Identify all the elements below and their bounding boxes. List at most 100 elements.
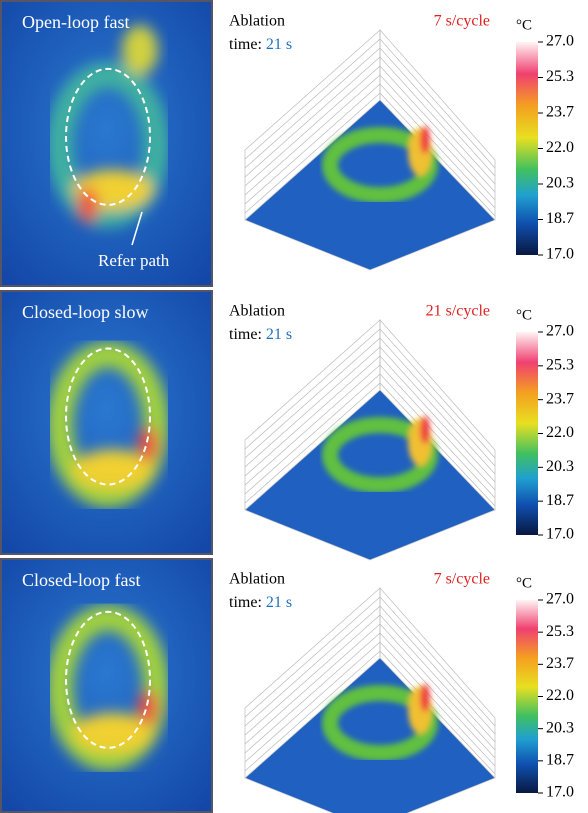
wall-grid xyxy=(379,346,496,475)
panel-label: Closed-loop fast xyxy=(22,570,141,590)
heat xyxy=(122,25,158,75)
thermal-frame xyxy=(0,290,213,555)
wall-grid xyxy=(379,83,496,209)
rate: 7 s/cycle xyxy=(434,13,490,30)
wall-grid xyxy=(244,641,381,763)
colorbar-tick-label: 25.3 xyxy=(546,357,574,374)
colorbar-tick-label: 17.0 xyxy=(546,246,574,263)
colorbar-unit: °C xyxy=(516,575,532,591)
panel-label: Open-loop fast xyxy=(22,12,129,32)
wall-grid xyxy=(379,364,496,491)
wall-grid xyxy=(244,355,381,477)
ablation-label: Ablation xyxy=(229,303,285,320)
hotspot xyxy=(138,689,158,726)
colorbar-tick-label: 23.7 xyxy=(546,390,574,407)
ablation-label: Ablation xyxy=(229,571,285,588)
surface-ring xyxy=(322,126,438,203)
wall-grid xyxy=(379,382,496,507)
wall-grid xyxy=(244,328,381,450)
time-value: 21 s xyxy=(266,36,292,53)
colorbar-tick-label: 18.7 xyxy=(546,752,574,769)
wall-grid xyxy=(244,337,381,459)
wall-grid xyxy=(379,641,496,767)
wall-grid xyxy=(244,650,381,772)
wall-grid xyxy=(244,382,381,504)
wall-grid xyxy=(244,65,381,187)
refer-path xyxy=(65,67,151,206)
time-label: time: 21 s xyxy=(229,594,292,611)
heat-ring xyxy=(47,341,169,508)
colorbar-tick-label: 22.0 xyxy=(546,139,574,156)
wall-grid xyxy=(244,74,381,196)
colorbar-tick-label: 25.3 xyxy=(546,623,574,640)
wall-grid xyxy=(379,74,496,201)
panel: Open-loop fast Refer path Ablation time: 21 … xyxy=(0,0,574,287)
surface-peak xyxy=(420,416,430,444)
surface-peak xyxy=(420,684,430,712)
thermal-frame xyxy=(0,558,213,813)
wall-grid xyxy=(379,373,496,499)
time-label: time: 21 s xyxy=(229,36,292,53)
colorbar-tick-label: 27.0 xyxy=(546,591,574,608)
wall-grid xyxy=(379,605,496,735)
colorbar xyxy=(516,600,538,793)
wall-grid xyxy=(379,650,496,775)
wall-grid xyxy=(379,38,496,169)
wall-grid xyxy=(379,328,496,459)
panel-label: Closed-loop slow xyxy=(22,302,149,322)
wall-grid xyxy=(244,623,381,745)
rate: 21 s/cycle xyxy=(426,303,490,320)
colorbar-tick-label: 23.7 xyxy=(546,104,574,121)
wall-grid xyxy=(244,47,381,169)
colorbar-tick-label: 17.0 xyxy=(546,784,574,801)
heat xyxy=(47,341,169,508)
heat xyxy=(47,61,169,228)
wall-grid xyxy=(244,632,381,754)
heat xyxy=(47,604,169,771)
colorbar-tick-label: 22.0 xyxy=(546,424,574,441)
colorbar-unit: °C xyxy=(516,307,532,323)
time-value: 21 s xyxy=(266,594,292,611)
wall-grid xyxy=(244,364,381,486)
colorbar-tick-label: 25.3 xyxy=(546,68,574,85)
annotation-arrow xyxy=(131,211,143,246)
wall-grid xyxy=(244,38,381,160)
surface-floor xyxy=(244,657,496,813)
surface-box xyxy=(244,587,496,779)
wall-grid xyxy=(379,623,496,751)
wall-grid xyxy=(379,355,496,483)
wall-grid xyxy=(379,337,496,467)
surface-floor xyxy=(244,99,496,271)
colorbar-tick-label: 22.0 xyxy=(546,687,574,704)
colorbar xyxy=(516,42,538,255)
time-text: time: xyxy=(229,594,262,611)
time-text: time: xyxy=(229,36,262,53)
colorbar-tick-label: 20.3 xyxy=(546,458,574,475)
wall-grid xyxy=(379,65,496,193)
thermal-frame xyxy=(0,0,213,287)
wall-grid xyxy=(244,614,381,736)
panel: Closed-loop slow Ablation time: 21 s 21 s/cy… xyxy=(0,290,574,561)
time-text: time: xyxy=(229,326,262,343)
hotspot xyxy=(138,426,158,463)
wall-grid xyxy=(244,373,381,495)
wall-grid xyxy=(244,346,381,468)
rate: 7 s/cycle xyxy=(434,571,490,588)
wall-grid xyxy=(379,56,496,185)
refer-path xyxy=(65,610,151,749)
wall-grid xyxy=(379,632,496,759)
wall-grid xyxy=(379,596,496,727)
colorbar-tick-label: 27.0 xyxy=(546,323,574,340)
colorbar-tick-label: 20.3 xyxy=(546,719,574,736)
surface-ring xyxy=(322,684,438,761)
wall-grid xyxy=(379,92,496,217)
time-value: 21 s xyxy=(266,326,292,343)
ablation-label: Ablation xyxy=(229,13,285,30)
wall-grid xyxy=(244,605,381,727)
colorbar-tick-label: 23.7 xyxy=(546,655,574,672)
wall-grid xyxy=(379,614,496,743)
annotation: Refer path xyxy=(98,251,170,270)
colorbar-tick-label: 18.7 xyxy=(546,492,574,509)
surface-floor xyxy=(244,389,496,561)
